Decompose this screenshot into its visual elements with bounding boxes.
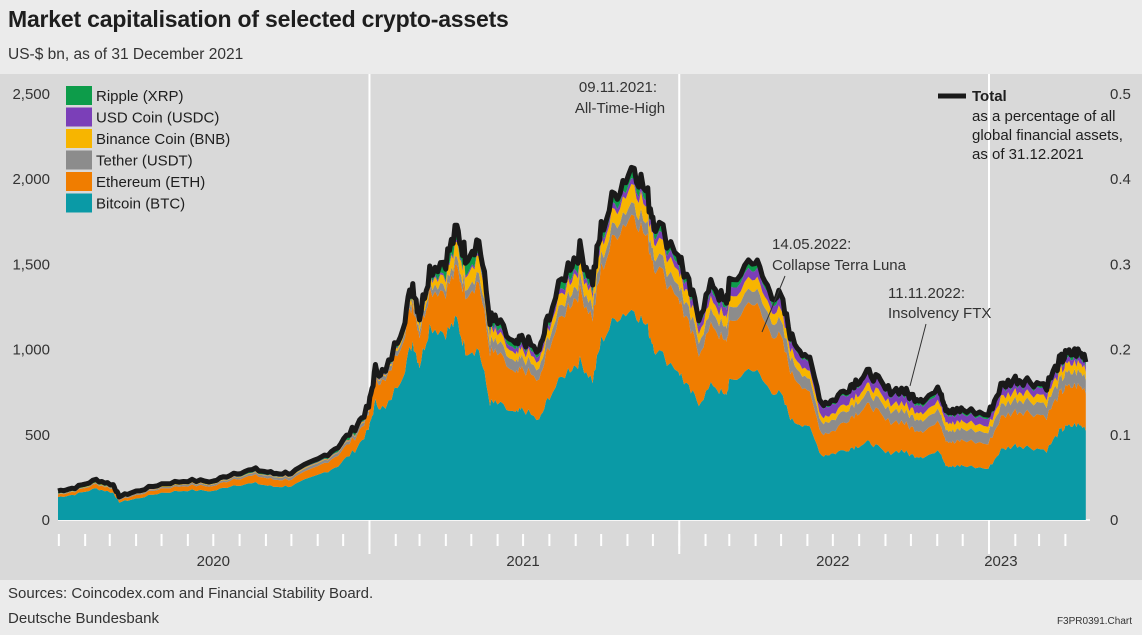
legend-swatch bbox=[66, 172, 92, 191]
footer bbox=[0, 580, 1142, 635]
legend-swatch bbox=[66, 150, 92, 170]
area-binance bbox=[58, 184, 1086, 500]
legend-total-note: as of 31.12.2021 bbox=[972, 146, 1084, 163]
y-right-tick-label: 0.2 bbox=[1110, 342, 1131, 359]
x-year-label: 2023 bbox=[984, 553, 1017, 570]
area-tether bbox=[58, 202, 1086, 501]
chart-svg: 0 500 1,000 1,500 2,000 2,500 0 0.1 0.2 0.3 0.4 0.5… bbox=[12, 74, 1131, 570]
y-left-tick-label: 0 bbox=[42, 512, 50, 529]
x-year-label: 2020 bbox=[197, 553, 230, 570]
legend-total-note: global financial assets, bbox=[972, 127, 1123, 144]
y-left-tick-label: 1,000 bbox=[12, 342, 50, 359]
x-year-label: 2021 bbox=[506, 553, 539, 570]
y-left-tick-label: 1,500 bbox=[12, 256, 50, 273]
legend-label: Ethereum (ETH) bbox=[96, 174, 205, 191]
legend-total-label: Total bbox=[972, 88, 1007, 105]
annotation-ftx-date: 11.11.2022: bbox=[888, 285, 965, 302]
annotation-ath-date: 09.11.2021: bbox=[579, 79, 657, 96]
sources-note: Sources: Coincodex.com and Financial Sta… bbox=[8, 585, 374, 602]
annotation-ath-label: All-Time-High bbox=[575, 100, 665, 117]
legend-label: Tether (USDT) bbox=[96, 153, 193, 170]
chart-code: F3PR0391.Chart bbox=[1056, 616, 1132, 627]
legend-label: USD Coin (USDC) bbox=[96, 110, 219, 127]
y-left-tick-label: 500 bbox=[25, 427, 50, 444]
legend-swatch bbox=[66, 86, 92, 105]
annotation-luna-date: 14.05.2022: bbox=[772, 236, 851, 253]
area-bitcoin bbox=[58, 309, 1086, 520]
y-right-tick-label: 0.5 bbox=[1110, 86, 1131, 103]
axes: 0 500 1,000 1,500 2,000 2,500 0 0.1 0.2 0.3 0.4 0.5… bbox=[12, 86, 1130, 570]
y-right-tick-label: 0 bbox=[1110, 512, 1118, 529]
x-year-label: 2022 bbox=[816, 553, 849, 570]
legend-label: Binance Coin (BNB) bbox=[96, 131, 230, 148]
legend-swatch bbox=[66, 129, 92, 148]
y-right-tick-label: 0.3 bbox=[1110, 256, 1131, 273]
annotation-ftx-pointer bbox=[909, 323, 927, 387]
y-right-tick-label: 0.4 bbox=[1110, 171, 1131, 188]
legend-label: Ripple (XRP) bbox=[96, 88, 184, 105]
legend-label: Bitcoin (BTC) bbox=[96, 196, 185, 213]
annotation-luna-label: Collapse Terra Luna bbox=[772, 257, 907, 274]
publisher-name: Deutsche Bundesbank bbox=[8, 610, 159, 627]
legend-swatch bbox=[66, 193, 92, 213]
y-right-tick-label: 0.1 bbox=[1110, 427, 1131, 444]
annotation-ftx-label: Insolvency FTX bbox=[888, 305, 991, 322]
annotations: 09.11.2021: All-Time-High 14.05.2022: Colla… bbox=[575, 79, 991, 387]
total-line-group bbox=[57, 164, 1089, 500]
y-left-tick-label: 2,000 bbox=[12, 171, 50, 188]
legend-swatch bbox=[66, 107, 92, 127]
total-line bbox=[57, 164, 1089, 500]
stacked-areas bbox=[58, 168, 1086, 520]
header: Market capitalisation of selected crypto… bbox=[0, 0, 1142, 74]
annotation-luna-pointer bbox=[761, 275, 786, 333]
chart-title: Market capitalisation of selected crypto… bbox=[8, 6, 509, 32]
y-left-tick-label: 2,500 bbox=[12, 86, 50, 103]
legend: Ripple (XRP) USD Coin (USDC) Binance Coin … bbox=[66, 86, 1123, 213]
legend-total-note: as a percentage of all bbox=[972, 108, 1115, 125]
area-ethereum bbox=[58, 214, 1086, 503]
chart-subtitle: US-$ bn, as of 31 December 2021 bbox=[8, 46, 244, 63]
